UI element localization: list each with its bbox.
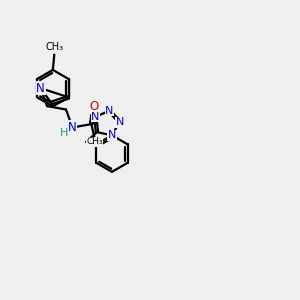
Text: N: N xyxy=(105,106,113,116)
Text: CH₃: CH₃ xyxy=(45,42,63,52)
Text: N: N xyxy=(116,117,124,127)
Text: N: N xyxy=(68,121,77,134)
Text: CH₃: CH₃ xyxy=(86,137,103,146)
Text: N: N xyxy=(108,130,116,140)
Text: H: H xyxy=(60,128,68,138)
Text: N: N xyxy=(91,112,100,122)
Text: O: O xyxy=(89,100,98,113)
Text: N: N xyxy=(36,82,45,95)
